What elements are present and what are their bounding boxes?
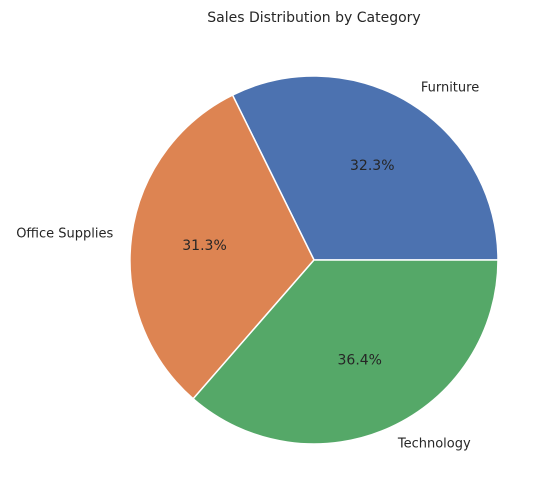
percent-label: 32.3% [350, 158, 394, 174]
pie-slice-technology [192, 259, 499, 445]
category-label: Furniture [421, 81, 479, 96]
pie-labels: 32.3% Furniture 31.3% Office Supplies 36.4% T… [16, 81, 479, 452]
pie-slice-furniture [231, 75, 499, 261]
category-label: Office Supplies [16, 227, 113, 242]
pie-slice-office-supplies [129, 94, 315, 400]
chart-title: Sales Distribution by Category [207, 10, 420, 26]
percent-label: 36.4% [338, 352, 382, 368]
category-label: Technology [397, 437, 471, 452]
percent-label: 31.3% [182, 238, 226, 254]
pie-slices [129, 75, 499, 445]
